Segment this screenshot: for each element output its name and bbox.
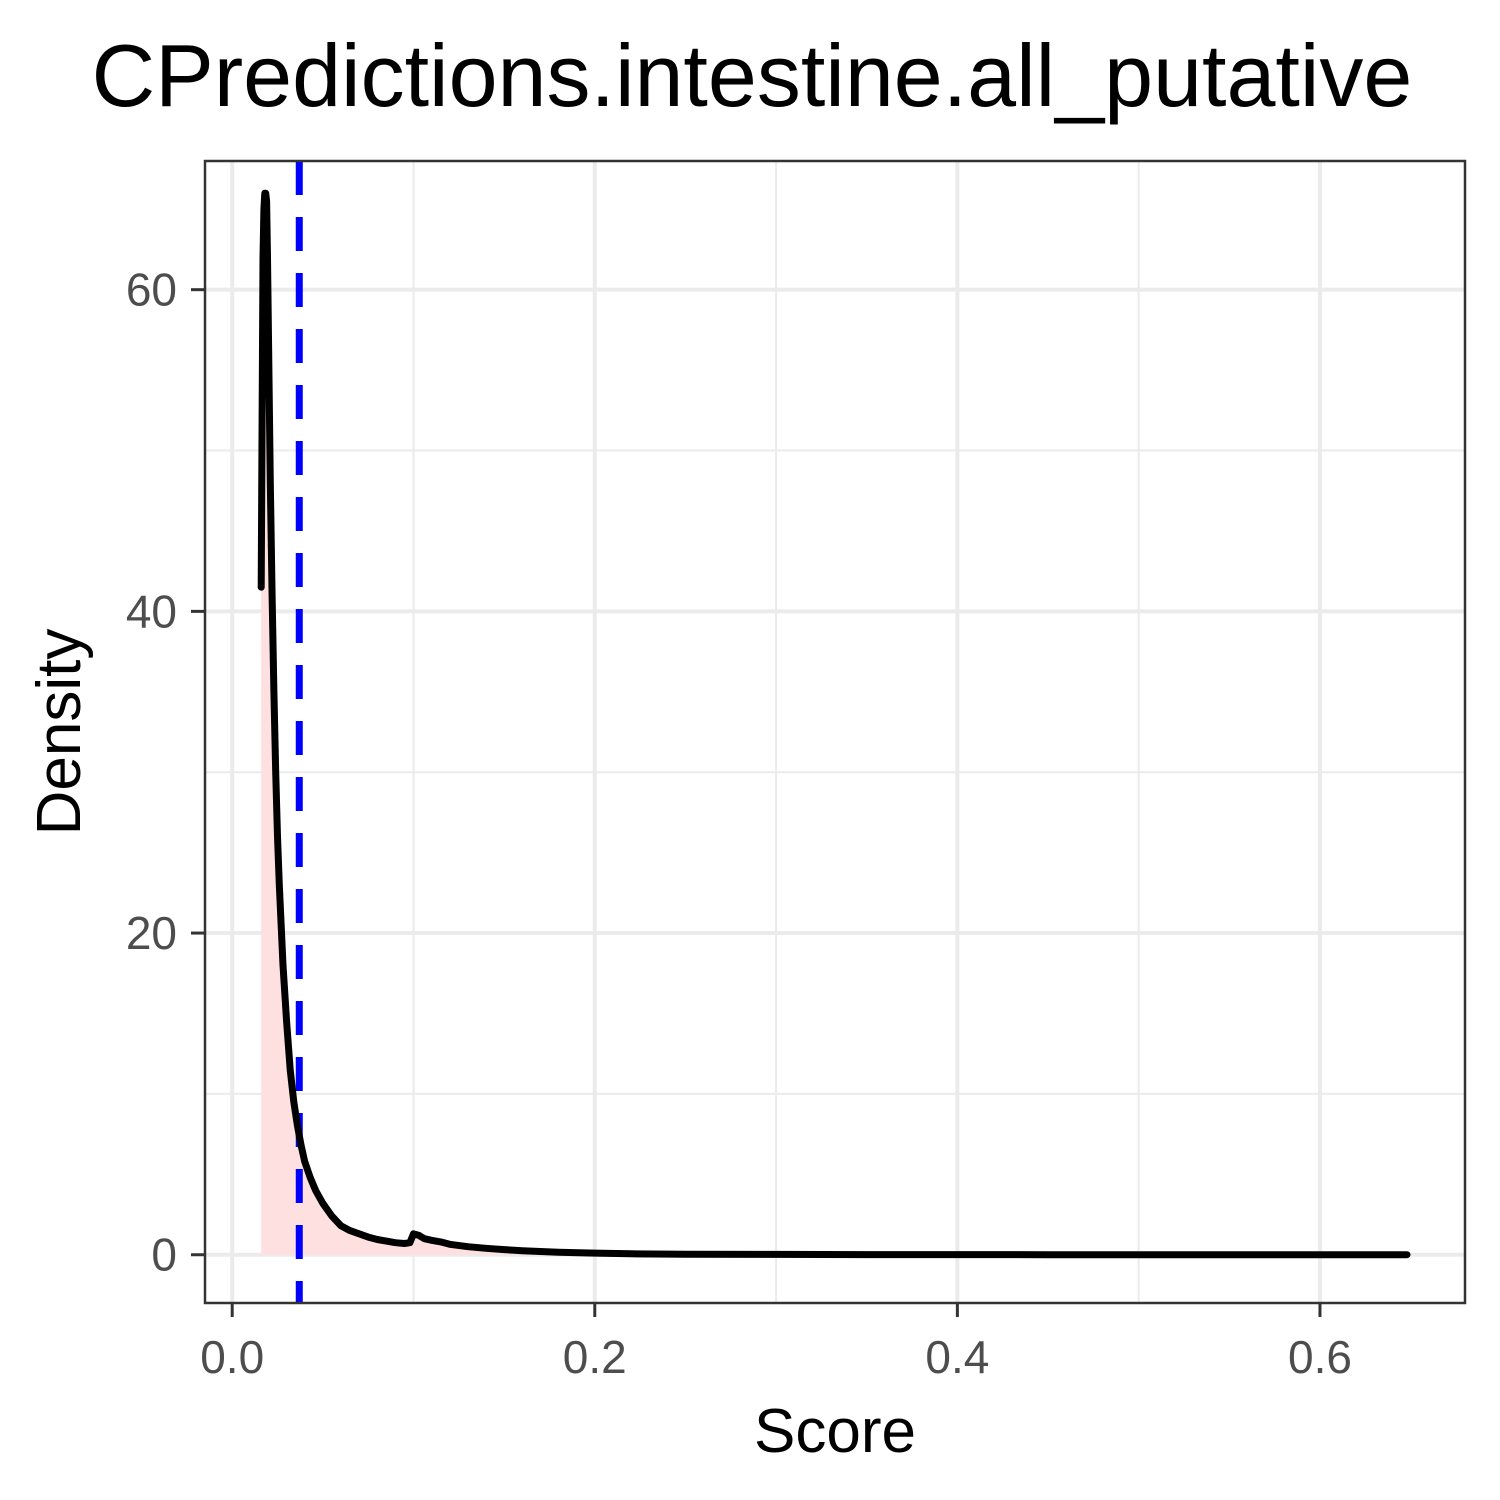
panel-border	[203, 159, 1467, 1305]
density-curve	[257, 189, 1411, 1259]
x-tick-label-0: 0.0	[200, 1331, 264, 1383]
y-tick-label-2: 40	[126, 585, 177, 637]
x-tick-label-1: 0.2	[563, 1331, 627, 1383]
x-axis-title: Score	[754, 1397, 916, 1466]
panel-background	[205, 161, 1465, 1303]
x-tick-label-2: 0.4	[925, 1331, 989, 1383]
chart-title: CPredictions.intestine.all_putative	[92, 26, 1413, 125]
minor-gridlines	[205, 161, 1465, 1303]
major-gridlines	[205, 161, 1465, 1303]
y-tick-label-3: 60	[126, 264, 177, 316]
y-tick-label-1: 20	[126, 907, 177, 959]
x-tick-label-3: 0.6	[1288, 1331, 1352, 1383]
y-axis: 0 20 40 60	[126, 264, 205, 1281]
y-tick-label-0: 0	[151, 1229, 177, 1281]
x-axis: 0.0 0.2 0.4 0.6	[200, 1303, 1352, 1383]
plot-panel	[203, 159, 1467, 1305]
y-axis-title: Density	[25, 629, 94, 836]
